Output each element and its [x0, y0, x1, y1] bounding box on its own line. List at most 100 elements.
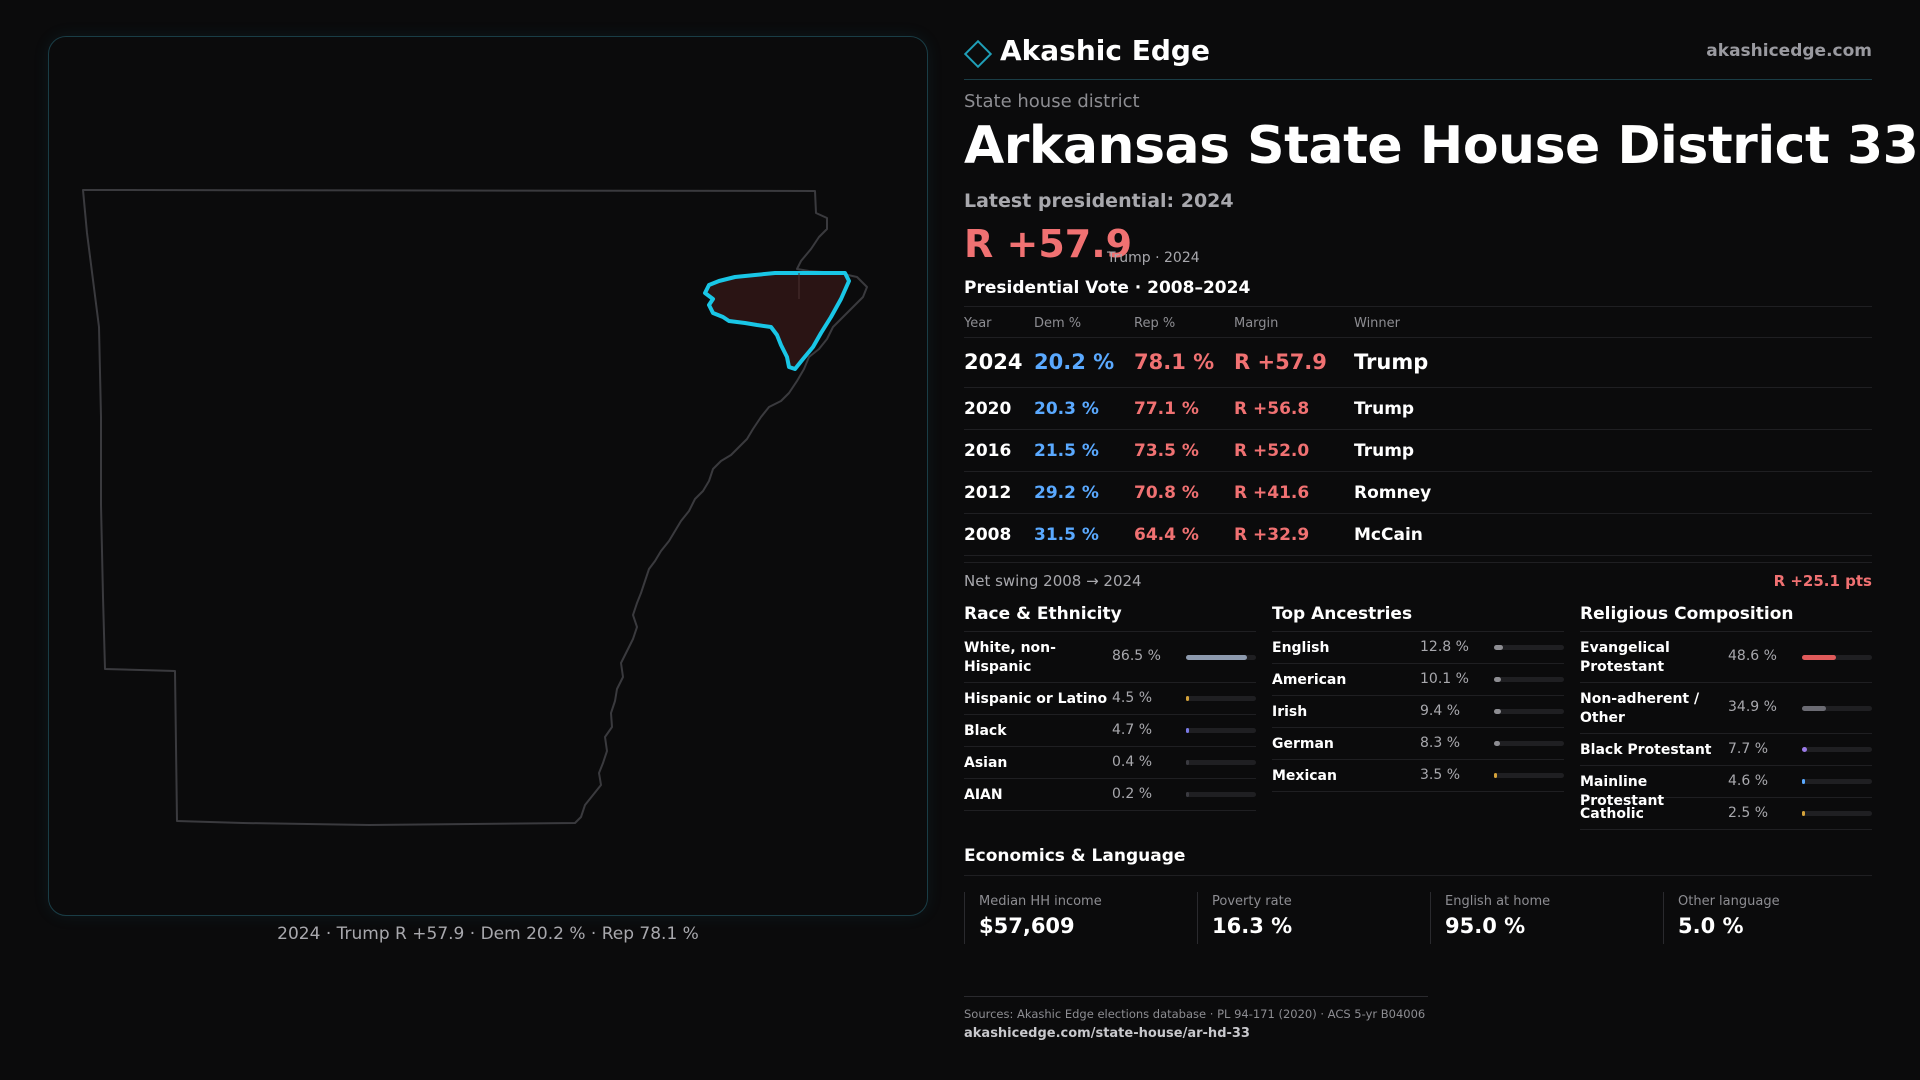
- econ-value: 5.0 %: [1678, 914, 1744, 938]
- item-pct: 3.5 %: [1420, 767, 1461, 783]
- divider: [1663, 892, 1664, 944]
- bar-track: [1802, 811, 1872, 816]
- table-header: Year Dem % Rep % Margin Winner: [964, 306, 1872, 338]
- cell-rep: 73.5 %: [1134, 441, 1199, 461]
- item-pct: 4.7 %: [1112, 722, 1153, 738]
- list-item: German 8.3 %: [1272, 728, 1564, 760]
- divider: [1197, 892, 1198, 944]
- cell-margin: R +32.9: [1234, 525, 1310, 545]
- section-title: Top Ancestries: [1272, 604, 1564, 632]
- econ-label: Other language: [1678, 894, 1780, 909]
- item-label: German: [1272, 736, 1334, 752]
- col-margin: Margin: [1234, 316, 1279, 331]
- item-label: Irish: [1272, 704, 1308, 720]
- divider: [964, 892, 965, 944]
- religion-section: Religious Composition Evangelical Protes…: [1580, 604, 1872, 830]
- item-pct: 48.6 %: [1728, 648, 1777, 664]
- net-swing-label: Net swing 2008 → 2024: [964, 572, 1142, 590]
- bar-fill: [1186, 696, 1190, 701]
- divider: [1430, 892, 1431, 944]
- cell-dem: 20.3 %: [1034, 399, 1099, 419]
- brand-name[interactable]: Akashic Edge: [1000, 34, 1210, 67]
- bar-fill: [1802, 811, 1805, 816]
- net-swing-value: R +25.1 pts: [1773, 572, 1872, 590]
- bar-track: [1494, 645, 1564, 650]
- list-item: AIAN 0.2 %: [964, 779, 1256, 811]
- list-item: Irish 9.4 %: [1272, 696, 1564, 728]
- item-pct: 2.5 %: [1728, 805, 1769, 821]
- cell-winner: Trump: [1354, 441, 1415, 461]
- item-pct: 34.9 %: [1728, 699, 1777, 715]
- latest-presidential-label: Latest presidential: 2024: [964, 190, 1234, 212]
- item-pct: 9.4 %: [1420, 703, 1461, 719]
- presidential-vote-title: Presidential Vote · 2008–2024: [964, 278, 1251, 298]
- cell-year: 2020: [964, 399, 1012, 419]
- cell-dem: 31.5 %: [1034, 525, 1099, 545]
- list-item: Black 4.7 %: [964, 715, 1256, 747]
- econ-stat: Poverty rate 16.3 %: [1197, 892, 1407, 944]
- presidential-vote-table: Year Dem % Rep % Margin Winner 2024 20.2…: [964, 306, 1872, 556]
- item-pct: 86.5 %: [1112, 648, 1161, 664]
- item-label: English: [1272, 640, 1330, 656]
- map-caption: 2024 · Trump R +57.9 · Dem 20.2 % · Rep …: [277, 924, 699, 944]
- econ-stat: Median HH income $57,609: [964, 892, 1174, 944]
- cell-margin: R +56.8: [1234, 399, 1310, 419]
- bar-track: [1186, 696, 1256, 701]
- map-panel[interactable]: [48, 36, 928, 916]
- cell-winner: Romney: [1354, 483, 1432, 503]
- col-rep: Rep %: [1134, 316, 1176, 331]
- bar-track: [1494, 677, 1564, 682]
- bar-fill: [1186, 760, 1189, 765]
- item-pct: 8.3 %: [1420, 735, 1461, 751]
- item-pct: 12.8 %: [1420, 639, 1469, 655]
- details-panel: Akashic Edge akashicedge.com State house…: [963, 0, 1919, 1080]
- bar-track: [1802, 779, 1872, 784]
- bar-fill: [1494, 741, 1500, 746]
- section-title: Race & Ethnicity: [964, 604, 1256, 632]
- econ-value: 95.0 %: [1445, 914, 1526, 938]
- cell-rep: 78.1 %: [1134, 350, 1215, 374]
- table-row: 2024 20.2 % 78.1 % R +57.9 Trump: [964, 338, 1872, 388]
- cell-rep: 77.1 %: [1134, 399, 1199, 419]
- item-label: Asian: [964, 755, 1008, 771]
- item-label: Mainline Protestant: [1580, 774, 1665, 809]
- cell-dem: 21.5 %: [1034, 441, 1099, 461]
- table-row: 2020 20.3 % 77.1 % R +56.8 Trump: [964, 388, 1872, 430]
- list-item: English 12.8 %: [1272, 632, 1564, 664]
- district-map[interactable]: [49, 37, 928, 916]
- brand-url[interactable]: akashicedge.com: [1706, 41, 1872, 61]
- item-label: Hispanic or Latino: [964, 691, 1108, 707]
- item-pct: 7.7 %: [1728, 741, 1769, 757]
- net-swing: Net swing 2008 → 2024 R +25.1 pts: [964, 562, 1872, 590]
- item-label: AIAN: [964, 787, 1003, 803]
- bar-track: [1802, 706, 1872, 711]
- cell-year: 2016: [964, 441, 1012, 461]
- list-item: Black Protestant 7.7 %: [1580, 734, 1872, 766]
- latest-margin-note: Trump · 2024: [1107, 250, 1200, 266]
- cell-rep: 64.4 %: [1134, 525, 1199, 545]
- item-label: Non-adherent / Other: [1580, 691, 1700, 726]
- list-item: Evangelical Protestant 48.6 %: [1580, 632, 1872, 683]
- sources-url[interactable]: akashicedge.com/state-house/ar-hd-33: [964, 1026, 1250, 1041]
- item-label: American: [1272, 672, 1347, 688]
- sources-text: Sources: Akashic Edge elections database…: [964, 1007, 1426, 1021]
- list-item: White, non-Hispanic 86.5 %: [964, 632, 1256, 683]
- table-row: 2016 21.5 % 73.5 % R +52.0 Trump: [964, 430, 1872, 472]
- cell-winner: Trump: [1354, 399, 1415, 419]
- item-pct: 0.2 %: [1112, 786, 1153, 802]
- bar-track: [1494, 709, 1564, 714]
- bar-fill: [1802, 747, 1808, 752]
- bar-fill: [1494, 709, 1501, 714]
- bar-fill: [1494, 677, 1502, 682]
- item-label: Evangelical Protestant: [1580, 640, 1670, 675]
- district-33-highlight[interactable]: [703, 271, 851, 371]
- econ-label: English at home: [1445, 894, 1551, 909]
- bar-fill: [1186, 792, 1189, 797]
- item-pct: 0.4 %: [1112, 754, 1153, 770]
- econ-label: Poverty rate: [1212, 894, 1292, 909]
- item-label: Mexican: [1272, 768, 1337, 784]
- bar-track: [1186, 655, 1256, 660]
- district-type: State house district: [964, 91, 1140, 112]
- col-dem: Dem %: [1034, 316, 1082, 331]
- latest-margin: R +57.9: [964, 222, 1133, 266]
